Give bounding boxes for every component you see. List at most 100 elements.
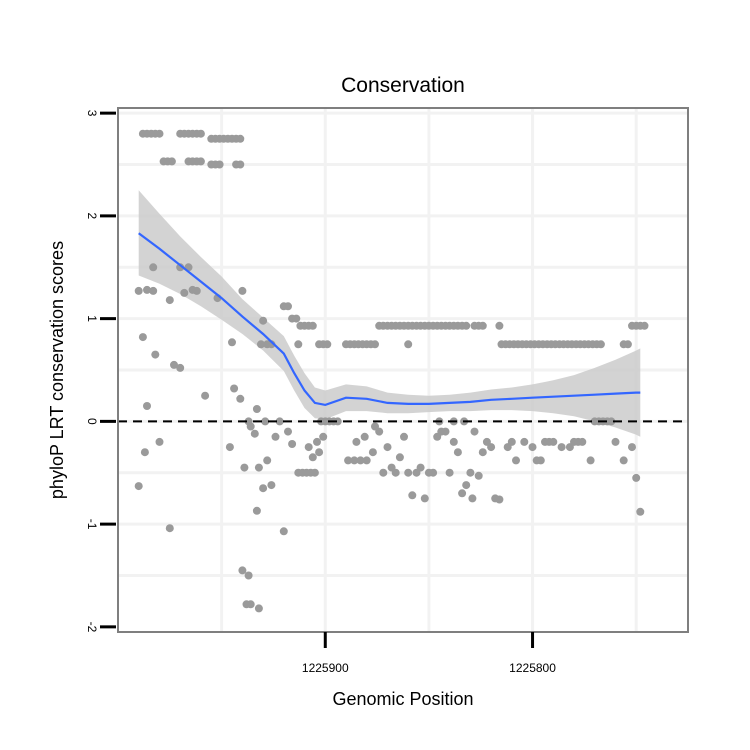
data-point — [628, 443, 636, 452]
data-point — [236, 134, 245, 143]
confidence-band-area — [138, 190, 641, 437]
data-point — [408, 491, 417, 500]
data-point — [362, 456, 371, 465]
data-point — [495, 495, 504, 504]
loess-line — [138, 232, 641, 407]
data-point — [155, 129, 164, 138]
y-tick-label: 3 — [85, 110, 99, 117]
data-point — [267, 481, 276, 490]
data-point — [252, 506, 261, 515]
data-point — [445, 468, 454, 477]
data-point — [176, 263, 185, 272]
data-point — [308, 321, 317, 330]
data-point — [462, 321, 471, 330]
data-point — [458, 489, 467, 498]
data-point — [549, 437, 558, 446]
data-point — [315, 448, 324, 457]
data-point — [404, 340, 413, 349]
data-point — [391, 468, 400, 477]
data-point — [607, 417, 616, 426]
data-point — [441, 427, 450, 436]
data-point — [238, 566, 247, 575]
data-point — [176, 363, 185, 372]
data-point — [263, 456, 272, 465]
plot-panel-border — [117, 107, 689, 633]
data-point — [429, 468, 438, 477]
data-point — [478, 448, 487, 457]
data-point — [257, 340, 265, 349]
data-point — [611, 437, 620, 446]
data-point — [400, 432, 408, 441]
data-point — [196, 157, 205, 166]
data-point — [143, 402, 151, 410]
data-point — [140, 448, 149, 457]
data-point — [236, 394, 245, 403]
data-point — [640, 321, 649, 330]
data-point — [246, 422, 255, 431]
data-point — [284, 302, 292, 311]
data-point — [271, 432, 280, 441]
data-point — [165, 296, 174, 305]
data-point — [201, 391, 210, 400]
data-point — [138, 333, 147, 342]
data-point — [170, 360, 178, 369]
data-point — [180, 288, 189, 297]
data-point — [236, 160, 245, 169]
data-point — [395, 453, 404, 462]
data-point — [520, 437, 529, 446]
data-point — [284, 427, 292, 436]
x-axis-label: Genomic Position — [332, 689, 473, 709]
data-point — [586, 456, 595, 465]
data-point — [134, 286, 143, 295]
data-point — [313, 437, 321, 446]
y-tick-label: 0 — [85, 418, 99, 425]
data-point — [308, 453, 317, 462]
data-point — [578, 437, 587, 446]
data-point — [294, 340, 303, 349]
data-point — [155, 437, 164, 446]
data-point — [596, 340, 605, 349]
chart-title: Conservation — [341, 74, 465, 97]
data-point — [151, 350, 160, 359]
data-point — [238, 286, 247, 295]
data-point — [383, 443, 392, 452]
data-point — [333, 417, 342, 426]
y-axis-label: phyloP LRT conservation scores — [47, 241, 67, 499]
data-point — [536, 456, 545, 465]
data-point — [288, 440, 297, 448]
data-point — [478, 321, 487, 330]
data-point — [466, 468, 475, 477]
data-point — [404, 468, 413, 477]
data-point — [453, 448, 462, 457]
data-point — [240, 463, 249, 472]
data-point — [356, 456, 365, 465]
data-point — [360, 432, 369, 441]
data-point — [228, 338, 236, 347]
data-point — [292, 314, 301, 323]
data-point — [143, 285, 151, 294]
data-point — [304, 443, 313, 452]
data-point — [167, 157, 176, 166]
y-tick-label: 2 — [85, 213, 99, 220]
data-point — [149, 286, 158, 295]
data-point — [487, 443, 496, 452]
data-point — [375, 427, 384, 436]
data-point — [507, 437, 516, 446]
x-tick-label: 1225900 — [302, 661, 349, 675]
data-point — [619, 456, 628, 465]
data-point — [557, 443, 566, 452]
data-points — [134, 129, 649, 613]
data-point — [244, 571, 253, 580]
data-point — [528, 443, 537, 452]
data-point — [149, 263, 158, 272]
data-point — [636, 507, 645, 516]
data-point — [368, 448, 377, 457]
axes: 1225900 1225800 -2 -1 0 1 2 3 — [85, 110, 556, 675]
y-tick-label: 1 — [85, 315, 99, 322]
data-point — [352, 437, 361, 446]
data-point — [319, 432, 328, 441]
data-point — [259, 484, 268, 493]
data-point — [252, 405, 261, 413]
data-point — [420, 494, 429, 503]
data-point — [632, 473, 641, 482]
